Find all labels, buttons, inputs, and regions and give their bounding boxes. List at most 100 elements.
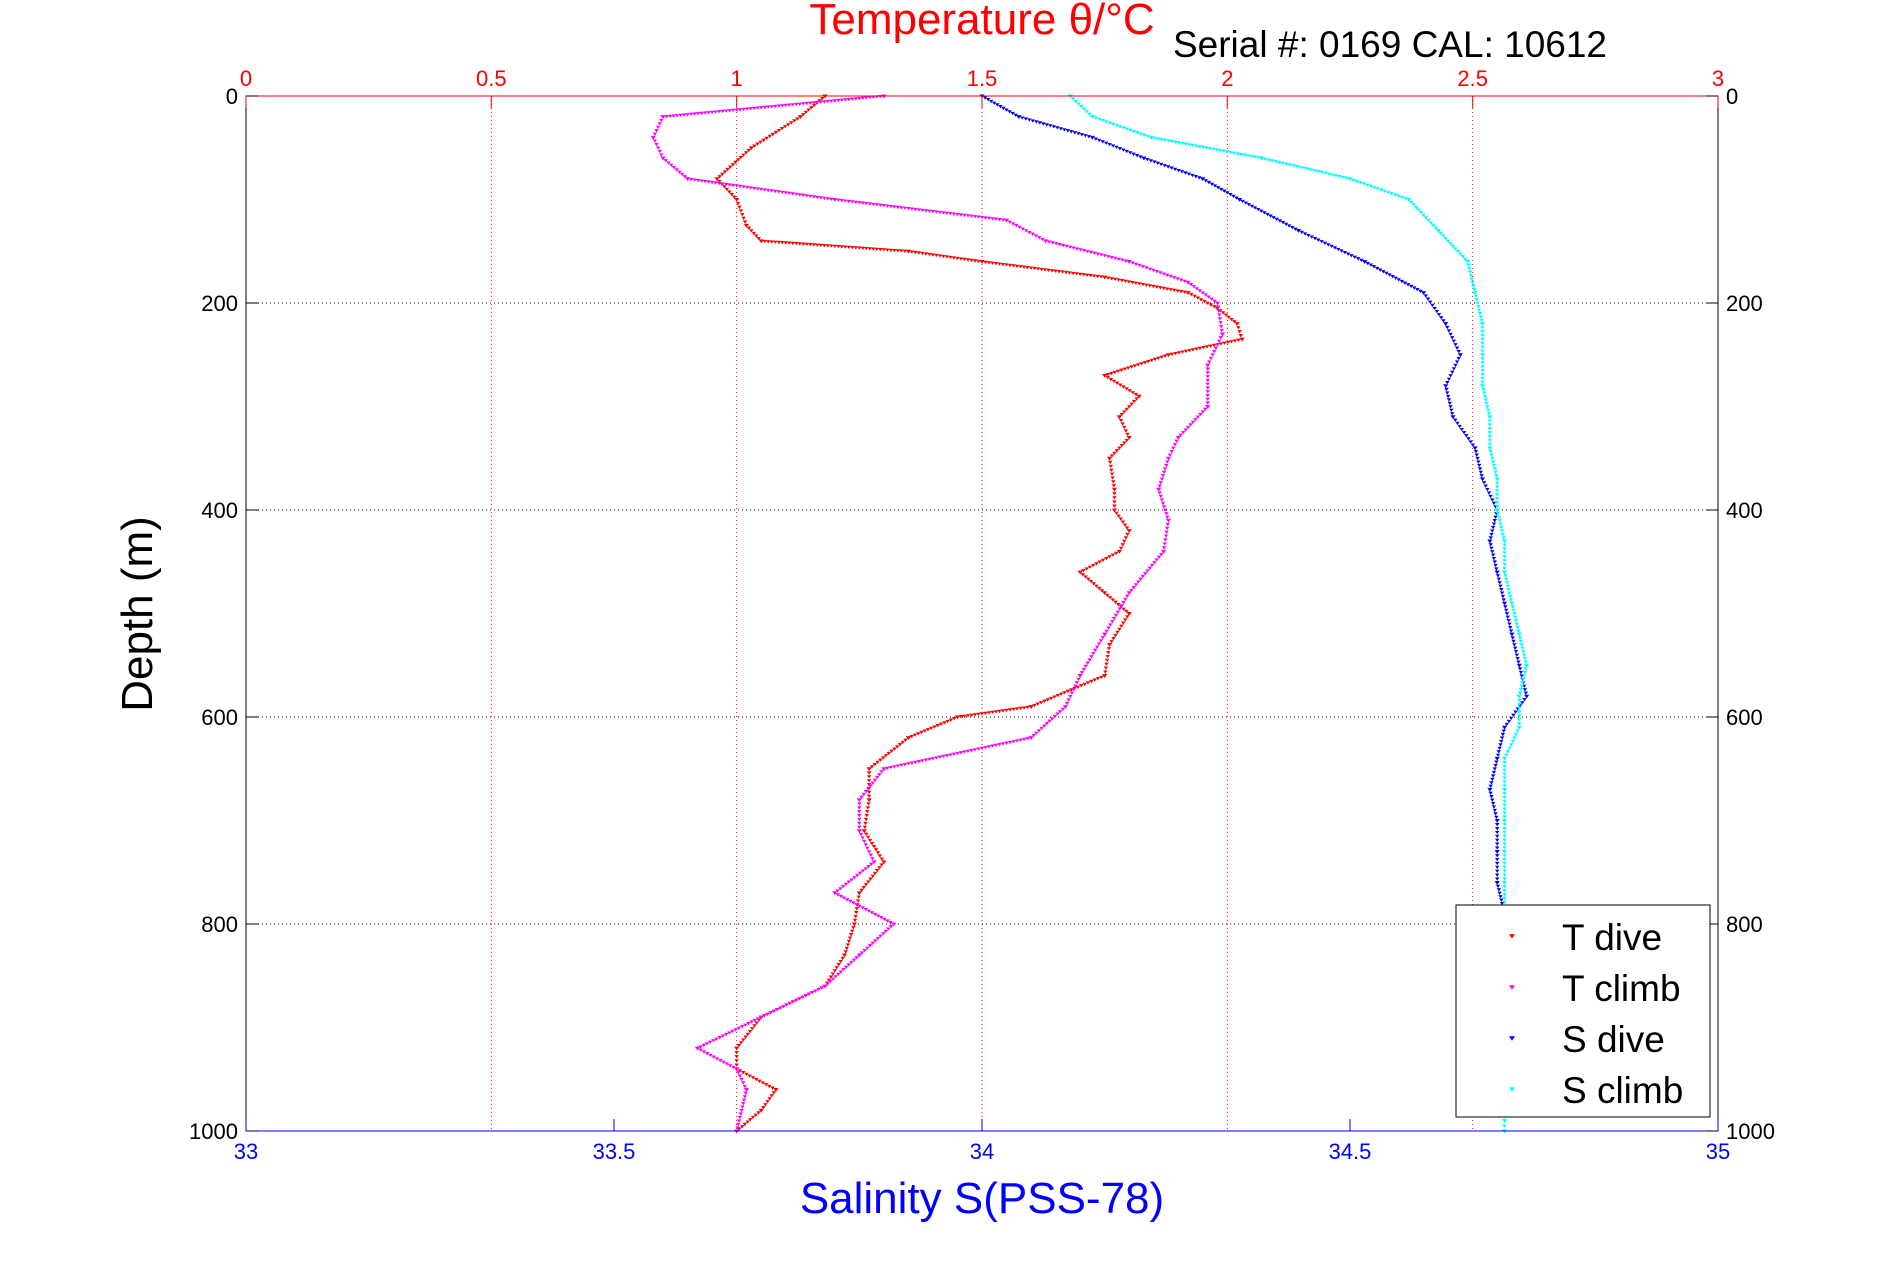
trace-marker-t-dive <box>828 975 834 979</box>
trace-marker-t-dive <box>853 914 858 919</box>
trace-marker-t-dive <box>758 140 763 144</box>
trace-marker-t-dive <box>1115 369 1121 374</box>
trace-marker-s-dive <box>1448 374 1453 378</box>
trace-marker-t-climb <box>979 215 985 220</box>
trace-marker-t-dive <box>840 956 845 961</box>
trace-marker-t-climb <box>1066 698 1071 702</box>
trace-marker-s-climb <box>1523 660 1529 664</box>
trace-marker-t-climb <box>1158 271 1163 275</box>
trace-marker-t-climb <box>771 1009 777 1013</box>
trace-marker-t-dive <box>866 802 871 806</box>
data-point-s-climb <box>1501 818 1508 823</box>
trace-marker-s-climb <box>1503 574 1508 578</box>
trace-marker-t-climb <box>709 180 715 185</box>
trace-marker-s-dive <box>1451 367 1457 371</box>
data-point-s-dive <box>1295 228 1302 233</box>
trace-marker-s-climb <box>1500 532 1506 537</box>
trace-marker-t-dive <box>929 726 934 731</box>
trace-marker-s-climb <box>1502 803 1507 807</box>
trace-marker-t-dive <box>832 969 837 973</box>
trace-marker-t-dive <box>1025 266 1030 270</box>
trace-marker-s-dive <box>1131 152 1136 156</box>
trace-marker-s-dive <box>1259 209 1264 213</box>
trace-marker-s-climb <box>1467 267 1472 271</box>
trace-marker-t-dive <box>864 814 869 818</box>
y-tick-label-right: 800 <box>1726 912 1763 937</box>
trace-marker-t-dive <box>1222 341 1227 345</box>
trace-marker-s-dive <box>1055 126 1060 130</box>
trace-marker-t-dive <box>1107 596 1113 600</box>
data-point-t-climb <box>1219 332 1226 337</box>
trace-marker-s-dive <box>1522 698 1527 702</box>
trace-marker-t-climb <box>702 111 708 115</box>
trace-marker-s-climb <box>1392 193 1398 197</box>
trace-marker-t-climb <box>1064 701 1070 706</box>
trace-marker-t-dive <box>1107 460 1113 465</box>
trace-marker-s-dive <box>1445 391 1450 395</box>
trace-marker-t-climb <box>1203 407 1208 412</box>
trace-marker-s-climb <box>1294 165 1300 169</box>
trace-marker-t-climb <box>695 178 701 183</box>
trace-marker-t-dive <box>839 245 845 249</box>
trace-marker-t-climb <box>759 106 764 110</box>
trace-marker-t-climb <box>934 210 939 214</box>
data-point-s-climb <box>1501 570 1508 575</box>
trace-marker-t-dive <box>1089 679 1094 684</box>
trace-marker-s-climb <box>1502 792 1507 796</box>
trace-marker-t-dive <box>797 242 802 246</box>
trace-marker-t-climb <box>1212 349 1217 354</box>
data-point-t-dive <box>758 239 764 244</box>
trace-marker-s-dive <box>1444 387 1449 392</box>
data-point-s-climb <box>1259 156 1265 161</box>
trace-marker-t-dive <box>932 725 937 729</box>
trace-marker-s-climb <box>1382 189 1387 193</box>
trace-marker-s-dive <box>1453 343 1458 347</box>
trace-marker-t-climb <box>780 104 785 108</box>
trace-marker-t-climb <box>1171 446 1176 450</box>
trace-marker-t-dive <box>1112 504 1117 508</box>
trace-marker-s-dive <box>1155 161 1160 165</box>
data-point-t-climb <box>1160 549 1167 554</box>
trace-marker-s-dive <box>1522 688 1528 692</box>
trace-marker-t-climb <box>711 1055 716 1059</box>
trace-marker-t-climb <box>1162 542 1167 546</box>
trace-marker-t-climb <box>741 1098 747 1102</box>
trace-marker-t-dive <box>865 835 871 840</box>
trace-marker-s-climb <box>1455 249 1461 254</box>
trace-marker-t-climb <box>839 98 845 102</box>
trace-marker-s-climb <box>1517 718 1522 722</box>
trace-marker-t-dive <box>836 963 841 967</box>
trace-marker-s-climb <box>1301 166 1307 171</box>
data-point-s-dive <box>1237 197 1243 202</box>
trace-marker-t-climb <box>730 1029 735 1034</box>
trace-marker-t-dive <box>730 163 736 167</box>
trace-marker-t-dive <box>965 258 971 262</box>
trace-marker-s-climb <box>1218 149 1223 153</box>
trace-marker-t-dive <box>983 260 988 265</box>
trace-marker-s-climb <box>1221 149 1226 153</box>
trace-marker-t-climb <box>652 132 658 136</box>
trace-marker-t-dive <box>1081 569 1086 573</box>
trace-marker-t-climb <box>699 111 704 116</box>
trace-marker-s-dive <box>1445 394 1451 399</box>
trace-marker-t-climb <box>1165 522 1171 527</box>
trace-marker-s-climb <box>1510 739 1515 744</box>
trace-marker-t-dive <box>1086 577 1091 581</box>
trace-marker-s-climb <box>1513 732 1519 737</box>
legend-label-s-dive: S dive <box>1562 1019 1665 1060</box>
trace-marker-t-climb <box>749 1020 754 1024</box>
trace-marker-t-climb <box>741 107 746 112</box>
trace-marker-s-dive <box>1268 214 1273 218</box>
trace-marker-t-dive <box>888 248 894 252</box>
trace-marker-s-dive <box>985 98 991 102</box>
trace-marker-s-dive <box>1490 525 1496 530</box>
data-point-t-climb <box>822 984 828 989</box>
trace-marker-t-climb <box>1052 714 1058 719</box>
trace-marker-s-dive <box>1454 346 1460 350</box>
trace-marker-t-climb <box>740 1105 745 1109</box>
trace-marker-t-dive <box>1091 274 1097 278</box>
trace-marker-t-dive <box>1156 356 1161 360</box>
trace-marker-t-climb <box>863 867 868 871</box>
trace-marker-t-climb <box>986 216 992 221</box>
trace-marker-t-dive <box>878 758 883 762</box>
